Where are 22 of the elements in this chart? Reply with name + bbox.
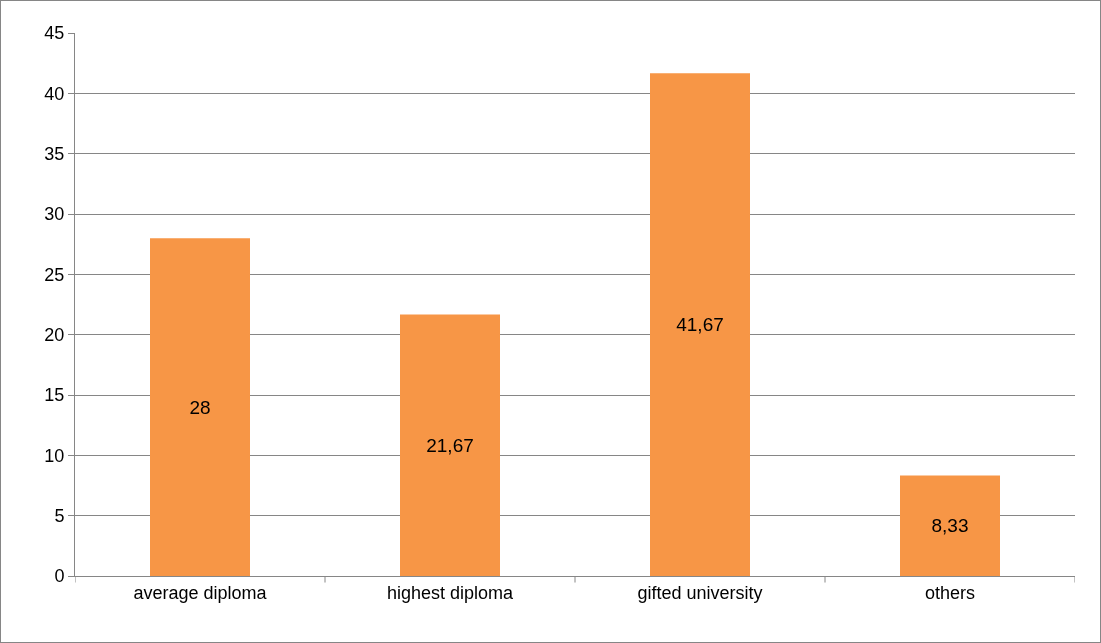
y-tick-label: 5	[54, 505, 65, 526]
bar	[900, 475, 1000, 576]
x-tick-label: gifted university	[637, 582, 763, 603]
y-tick-label: 0	[54, 566, 65, 587]
y-tick-label: 30	[44, 204, 65, 225]
x-tick-label: others	[924, 582, 976, 603]
y-tick-label: 10	[44, 445, 65, 466]
x-tick-label: average diploma	[133, 582, 268, 603]
y-tick-label: 15	[44, 385, 65, 406]
bar	[150, 238, 250, 576]
y-tick-label: 25	[44, 264, 65, 285]
data-label: 21,67	[426, 434, 474, 456]
y-tick-label: 35	[44, 143, 65, 164]
y-tick-label: 40	[44, 83, 65, 104]
y-tick-label: 45	[44, 23, 65, 44]
y-tick-label: 20	[44, 324, 65, 345]
bar	[650, 73, 750, 576]
data-label: 28	[189, 396, 211, 418]
bar	[400, 314, 500, 576]
data-label: 8,33	[931, 515, 969, 537]
x-tick-label: highest diploma	[386, 582, 515, 603]
data-label: 41,67	[676, 314, 724, 336]
